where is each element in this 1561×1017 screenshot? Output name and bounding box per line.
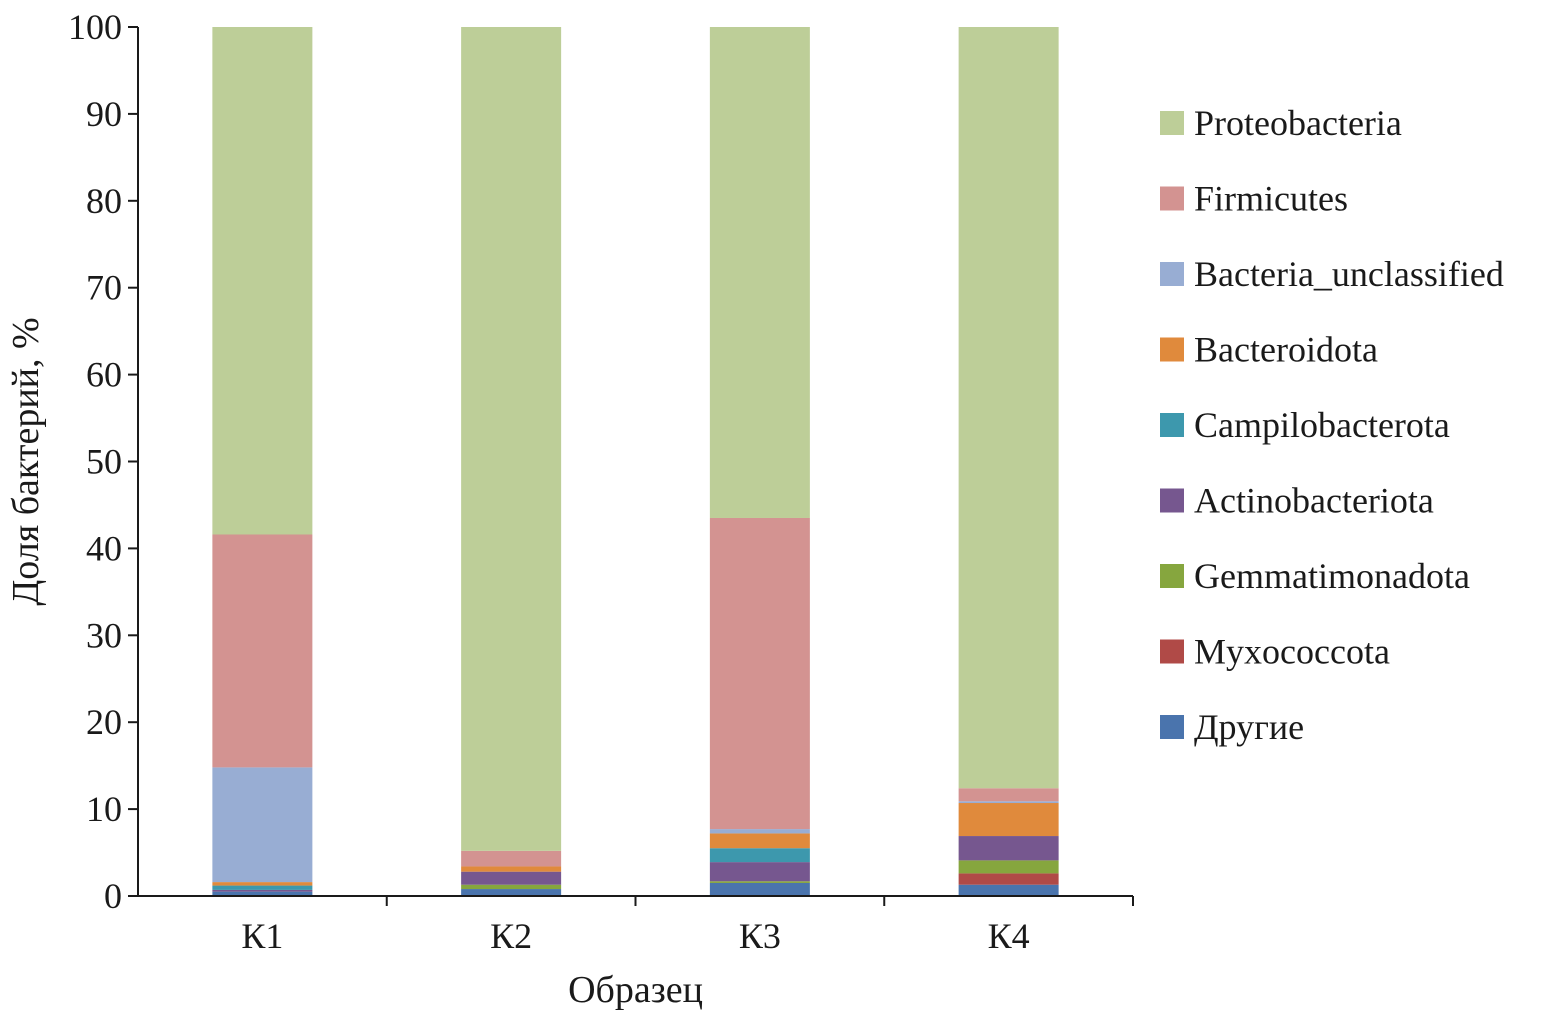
bar-segment — [958, 884, 1059, 896]
y-tick-label: 40 — [86, 528, 122, 568]
bar-segment — [461, 850, 562, 867]
y-ticks-group: 0 10 20 30 40 50 60 70 80 90 100 — [68, 7, 138, 916]
x-axis-title: Образец — [568, 969, 703, 1011]
x-tick-label: К4 — [988, 916, 1030, 956]
bar-segment — [958, 801, 1059, 804]
x-tick-label: К2 — [490, 916, 532, 956]
bar-segment — [212, 27, 313, 535]
bar-segment — [212, 885, 313, 890]
bar-segment — [461, 866, 562, 872]
x-ticks-group: К1 К2 К3 К4 — [241, 896, 1134, 956]
bar-segment — [212, 534, 313, 768]
y-tick-label: 0 — [104, 876, 122, 916]
legend-swatch — [1160, 186, 1184, 211]
bar-segment — [709, 862, 810, 882]
bar-segment — [709, 829, 810, 834]
y-tick-label: 30 — [86, 615, 122, 655]
x-tick-label: К3 — [739, 916, 781, 956]
bar-segment — [958, 788, 1059, 802]
bars-group — [212, 27, 1059, 896]
bar-segment — [461, 889, 562, 896]
y-tick-label: 10 — [86, 789, 122, 829]
legend-swatch — [1160, 715, 1184, 739]
bar-segment — [461, 884, 562, 890]
legend-swatch — [1160, 488, 1184, 513]
legend-label: Proteobacteria — [1194, 103, 1402, 143]
y-tick-label: 100 — [68, 7, 122, 47]
bar-segment — [461, 27, 562, 851]
legend-swatch — [1160, 413, 1184, 437]
bar-segment — [709, 517, 810, 830]
legend-label: Campilobacterota — [1194, 405, 1450, 445]
bar-segment — [958, 803, 1059, 837]
legend: Proteobacteria Firmicutes Bacteria_unclass… — [1160, 103, 1504, 747]
x-tick-label: К1 — [241, 916, 283, 956]
bar-segment — [212, 767, 313, 883]
legend-label: Firmicutes — [1194, 179, 1348, 219]
bar-segment — [212, 889, 313, 892]
bar-segment — [212, 891, 313, 896]
legend-label: Actinobacteriota — [1194, 481, 1434, 521]
y-tick-label: 50 — [86, 442, 122, 482]
bar-segment — [709, 881, 810, 883]
y-axis-title: Доля бактерий, % — [5, 317, 47, 605]
bar-segment — [461, 871, 562, 885]
y-tick-label: 70 — [86, 268, 122, 308]
bar-segment — [958, 860, 1059, 874]
bar-segment — [212, 882, 313, 886]
y-tick-label: 80 — [86, 181, 122, 221]
bar-segment — [709, 882, 810, 896]
y-tick-label: 60 — [86, 355, 122, 395]
legend-swatch — [1160, 639, 1184, 664]
legend-swatch — [1160, 337, 1184, 362]
legend-label: Myxococcota — [1194, 632, 1390, 672]
legend-swatch — [1160, 262, 1184, 286]
y-tick-label: 20 — [86, 702, 122, 742]
legend-swatch — [1160, 564, 1184, 588]
y-tick-label: 90 — [86, 94, 122, 134]
legend-label: Bacteroidota — [1194, 330, 1378, 370]
bar-segment — [709, 848, 810, 863]
legend-label: Другие — [1194, 707, 1304, 747]
bar-segment — [958, 873, 1059, 885]
bar-segment — [958, 27, 1059, 789]
legend-label: Gemmatimonadota — [1194, 556, 1470, 596]
bar-segment — [709, 833, 810, 849]
legend-label: Bacteria_unclassified — [1194, 254, 1504, 294]
legend-swatch — [1160, 111, 1184, 135]
bar-segment — [709, 27, 810, 518]
bar-segment — [958, 836, 1059, 861]
